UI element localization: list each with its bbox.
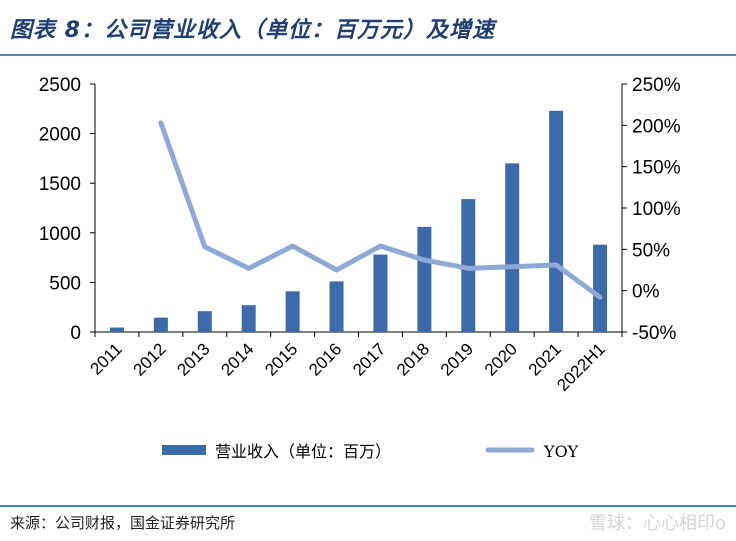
left-tick-label: 500: [49, 273, 81, 294]
revenue-bar-2019: [461, 199, 476, 332]
left-axis-ticks: 0 500 1000 1500 2000 2500: [39, 75, 95, 344]
x-label-2015: 2015: [261, 339, 301, 379]
x-axis-labels: 2011 2012 2013 2014 2015 2016 2017 2018 2019 2020…: [86, 339, 608, 395]
title-divider: [0, 54, 736, 56]
legend-line-label: YOY: [543, 442, 579, 461]
right-tick-label: 0%: [632, 282, 660, 303]
right-tick-label: 250%: [632, 75, 681, 96]
yoy-line: [158, 120, 603, 300]
x-label-2019: 2019: [437, 339, 477, 379]
revenue-bar-2012: [153, 317, 168, 332]
x-label-2018: 2018: [393, 339, 433, 379]
watermark: 雪球：心心相印o: [588, 513, 726, 534]
x-label-2012: 2012: [130, 339, 170, 379]
x-label-2021: 2021: [525, 339, 565, 379]
left-tick-label: 1000: [39, 224, 81, 245]
x-label-2014: 2014: [217, 339, 257, 379]
chart-legend: 营业收入（单位：百万） YOY: [162, 442, 579, 461]
revenue-bar-2013: [197, 311, 212, 332]
left-tick-label: 2000: [39, 125, 81, 146]
x-label-2016: 2016: [305, 339, 345, 379]
revenue-bar-2020: [505, 163, 520, 332]
footer-divider: [0, 505, 736, 507]
legend-bar-label: 营业收入（单位：百万）: [215, 442, 391, 461]
left-tick-label: 1500: [39, 174, 81, 195]
right-tick-label: -50%: [632, 323, 676, 344]
x-label-2013: 2013: [173, 339, 213, 379]
x-label-2011: 2011: [86, 339, 125, 378]
revenue-bar-2015: [285, 291, 300, 332]
legend-bar-swatch: [162, 445, 206, 455]
revenue-chart: 0 500 1000 1500 2000 2500 -50% 0% 50% 100% 150% 20…: [39, 75, 681, 461]
revenue-bar-2014: [241, 305, 256, 332]
x-label-2020: 2020: [481, 339, 521, 379]
revenue-bar-2011: [109, 327, 124, 332]
right-tick-label: 100%: [632, 199, 681, 220]
source-note: 来源：公司财报，国金证券研究所: [10, 514, 236, 532]
revenue-bars: [109, 110, 608, 332]
revenue-bar-2017: [373, 254, 388, 332]
chart-axes: [94, 84, 623, 337]
revenue-bar-2018: [417, 226, 432, 332]
x-label-2022H1: 2022H1: [553, 339, 609, 395]
right-axis-ticks: -50% 0% 50% 100% 150% 200% 250%: [622, 75, 681, 344]
revenue-bar-2021: [549, 110, 564, 332]
chart-title: 图表 8：公司营业收入（单位：百万元）及增速: [10, 18, 495, 43]
right-tick-label: 200%: [632, 116, 681, 137]
left-tick-label: 2500: [39, 75, 81, 96]
revenue-bar-2016: [329, 281, 344, 332]
left-tick-label: 0: [70, 323, 81, 344]
right-tick-label: 50%: [632, 240, 670, 261]
right-tick-label: 150%: [632, 158, 681, 179]
yoy-line-series: [158, 120, 603, 300]
x-label-2017: 2017: [349, 339, 389, 379]
revenue-bar-2022H1: [593, 244, 608, 332]
